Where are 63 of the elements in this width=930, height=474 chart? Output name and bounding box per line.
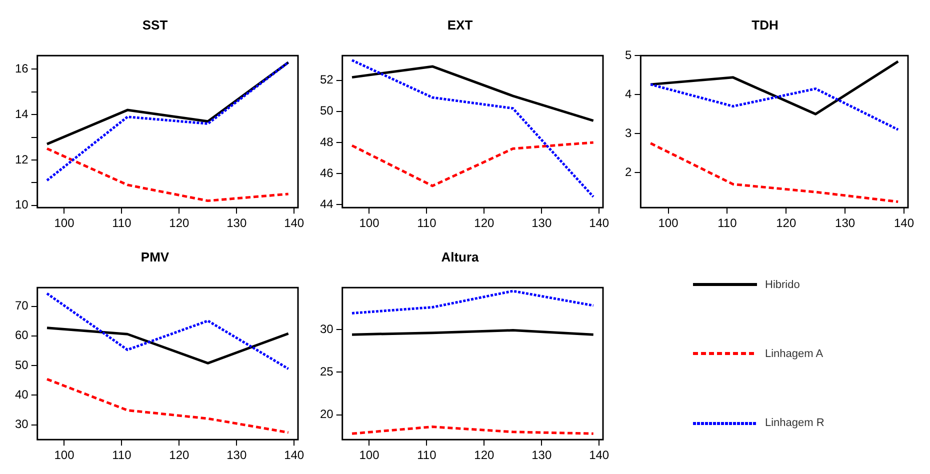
- x-tick-label: 120: [474, 448, 494, 462]
- line-series: [350, 290, 595, 314]
- line-series: [649, 142, 900, 204]
- x-tick-label: 140: [284, 216, 304, 230]
- x-tick-label: 140: [894, 216, 914, 230]
- y-tick-label: 12: [14, 152, 29, 166]
- y-tick-label: 50: [320, 104, 334, 118]
- y-tick-label: 40: [14, 387, 29, 402]
- x-tick-label: 110: [112, 448, 132, 462]
- x-tick-label: 100: [54, 448, 75, 462]
- x-tick-label: 130: [835, 216, 856, 230]
- x-tick-label: 140: [589, 216, 610, 230]
- x-tick-label: 140: [284, 448, 304, 462]
- line-series: [46, 147, 290, 202]
- line-series: [350, 59, 595, 198]
- line-series: [350, 141, 595, 188]
- x-tick-label: 110: [417, 448, 437, 462]
- x-tick-label: 110: [417, 216, 437, 230]
- y-tick-label: 2: [624, 164, 632, 179]
- y-tick-label: 3: [624, 126, 632, 140]
- line-series: [46, 292, 290, 370]
- x-tick-label: 120: [169, 448, 190, 462]
- x-tick-label: 130: [532, 448, 552, 462]
- y-tick-label: 25: [320, 364, 334, 378]
- y-tick-label: 5: [624, 48, 632, 62]
- y-tick-label: 20: [320, 407, 334, 422]
- y-tick-label: 30: [14, 417, 29, 432]
- chart-title: SST: [142, 17, 168, 32]
- x-tick-label: 130: [226, 448, 247, 462]
- y-tick-label: 46: [320, 166, 334, 180]
- x-tick-label: 120: [776, 216, 796, 230]
- y-tick-label: 4: [624, 86, 632, 101]
- y-tick-label: 60: [14, 328, 29, 342]
- x-tick-label: 110: [718, 216, 738, 230]
- chart-title: EXT: [447, 17, 473, 32]
- y-tick-label: 16: [14, 62, 29, 76]
- line-series: [649, 83, 900, 131]
- line-series: [46, 61, 290, 182]
- legend-label: Hibrido: [765, 278, 800, 291]
- x-tick-label: 100: [658, 216, 679, 230]
- x-tick-label: 140: [589, 448, 610, 462]
- y-tick-label: 14: [14, 106, 29, 121]
- y-tick-label: 10: [14, 198, 29, 212]
- chart-title: TDH: [752, 17, 778, 32]
- x-tick-label: 100: [359, 448, 380, 462]
- legend-label: Linhagem A: [765, 348, 824, 360]
- line-series: [46, 378, 290, 434]
- y-tick-label: 44: [320, 196, 334, 211]
- x-tick-label: 130: [226, 216, 247, 230]
- chart-title: PMV: [140, 249, 170, 264]
- x-tick-label: 120: [169, 216, 190, 230]
- y-tick-label: 70: [14, 298, 29, 313]
- y-tick-label: 30: [320, 322, 334, 336]
- x-tick-label: 100: [359, 216, 380, 230]
- x-tick-label: 130: [532, 216, 552, 230]
- chart-title: Altura: [441, 249, 480, 264]
- x-tick-label: 100: [54, 216, 75, 230]
- y-tick-label: 48: [320, 134, 334, 149]
- legend-label: Linhagem R: [765, 417, 824, 430]
- y-tick-label: 52: [320, 72, 334, 87]
- x-tick-label: 110: [112, 216, 132, 230]
- y-tick-label: 50: [14, 358, 29, 372]
- x-tick-label: 120: [474, 216, 494, 230]
